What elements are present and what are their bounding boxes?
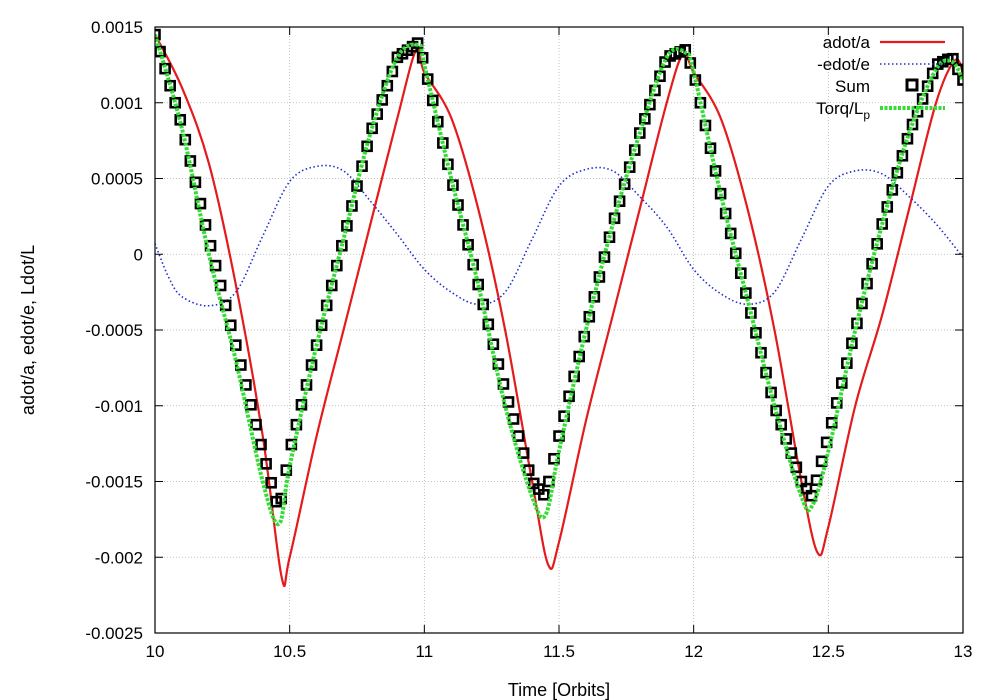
series-torq-lp-line (155, 34, 963, 526)
y-tick-label: 0.001 (100, 94, 143, 113)
x-tick-label: 11.5 (543, 642, 575, 661)
series-sum-point (194, 197, 207, 210)
series-sum-point (426, 94, 439, 107)
series-sum-point (361, 140, 373, 153)
grid (155, 27, 963, 633)
legend: adot/a -edot/e Sum Torq/Lp (816, 33, 945, 122)
legend-label-torq: Torq/Lp (816, 99, 870, 122)
y-tick-label: -0.001 (95, 397, 143, 416)
series-edot-e-line (155, 164, 963, 307)
series-sum-point (714, 187, 727, 200)
y-tick-label: 0 (134, 245, 143, 264)
series-sum-point (265, 476, 277, 489)
legend-label-adot-a: adot/a (823, 33, 871, 52)
series-sum-point (538, 488, 550, 501)
series-sum-point (548, 452, 560, 465)
x-tick-label: 12 (684, 642, 703, 661)
series-sum-point (770, 404, 782, 417)
series-sum-point (305, 359, 318, 371)
series-sum-point (472, 278, 485, 291)
x-tick-label: 10 (146, 642, 165, 661)
series-sum-point (775, 418, 788, 431)
series-layer (155, 28, 963, 587)
series-sum-point (709, 165, 722, 177)
series-sum-point (553, 430, 565, 442)
series-sum-point (901, 132, 914, 145)
series-sum-point (174, 113, 187, 126)
series-sum-point (255, 438, 267, 451)
series-sum-point (583, 310, 596, 323)
series-sum-point (957, 74, 963, 86)
x-tick-label: 12.5 (812, 642, 845, 661)
series-sum-point (219, 299, 232, 312)
legend-label-torq-subscript: p (863, 108, 870, 122)
series-sum-point (644, 98, 656, 111)
series-sum-point (169, 96, 181, 109)
series-sum-point (846, 337, 858, 350)
series-sum-point (856, 297, 868, 310)
y-axis-label: adot/a, edot/e, Ldot/L (18, 245, 38, 415)
series-sum-point (563, 390, 575, 403)
series-sum-point (573, 350, 586, 363)
x-tick-label: 13 (954, 642, 973, 661)
legend-label-torq-main: Torq/L (816, 99, 863, 118)
y-tick-label: -0.0015 (85, 473, 143, 492)
series-sum-point (896, 149, 909, 162)
series-sum-point (482, 318, 495, 331)
series-sum-point (750, 327, 762, 339)
legend-label-sum: Sum (835, 77, 870, 96)
series-sum-point (805, 489, 818, 502)
x-axis-label: Time [Orbits] (508, 680, 610, 700)
series-sum-point (250, 418, 262, 431)
series-sum-point (760, 366, 772, 379)
series-sum-point (421, 73, 434, 85)
y-tick-label: 0.0015 (91, 18, 143, 37)
series-sum-point (315, 319, 328, 332)
series-sum-point (462, 238, 474, 251)
series-sum-point (245, 399, 257, 411)
series-sum-point (260, 458, 272, 470)
series-sum-point (835, 377, 848, 389)
y-tick-label: 0.0005 (91, 170, 143, 189)
ticks: 10 10.5 11 11.5 12 12.5 13 -0.0025 -0.002 -0.0015… (85, 18, 972, 661)
legend-swatch-sum (905, 78, 919, 92)
series-sum-point (280, 464, 293, 476)
series-sum-point (235, 359, 247, 371)
series-sum-point (740, 287, 752, 299)
series-sum-point (891, 167, 904, 179)
x-tick-label: 11 (416, 642, 434, 661)
legend-label-edot-e: -edot/e (817, 55, 870, 74)
series-adot-a-line (155, 34, 963, 587)
series-sum-point (351, 180, 363, 192)
series-sum-point (155, 28, 161, 41)
y-tick-label: -0.0025 (85, 624, 143, 643)
y-tick-label: -0.002 (95, 548, 143, 567)
series-sum-point (164, 79, 176, 92)
y-tick-label: -0.0005 (85, 321, 143, 340)
x-tick-label: 10.5 (273, 642, 306, 661)
series-sum-point (159, 62, 171, 75)
series-sum-point (790, 461, 803, 474)
series-sum-point (815, 455, 828, 468)
series-sum-point (825, 416, 838, 429)
series-sum-point (209, 259, 222, 272)
